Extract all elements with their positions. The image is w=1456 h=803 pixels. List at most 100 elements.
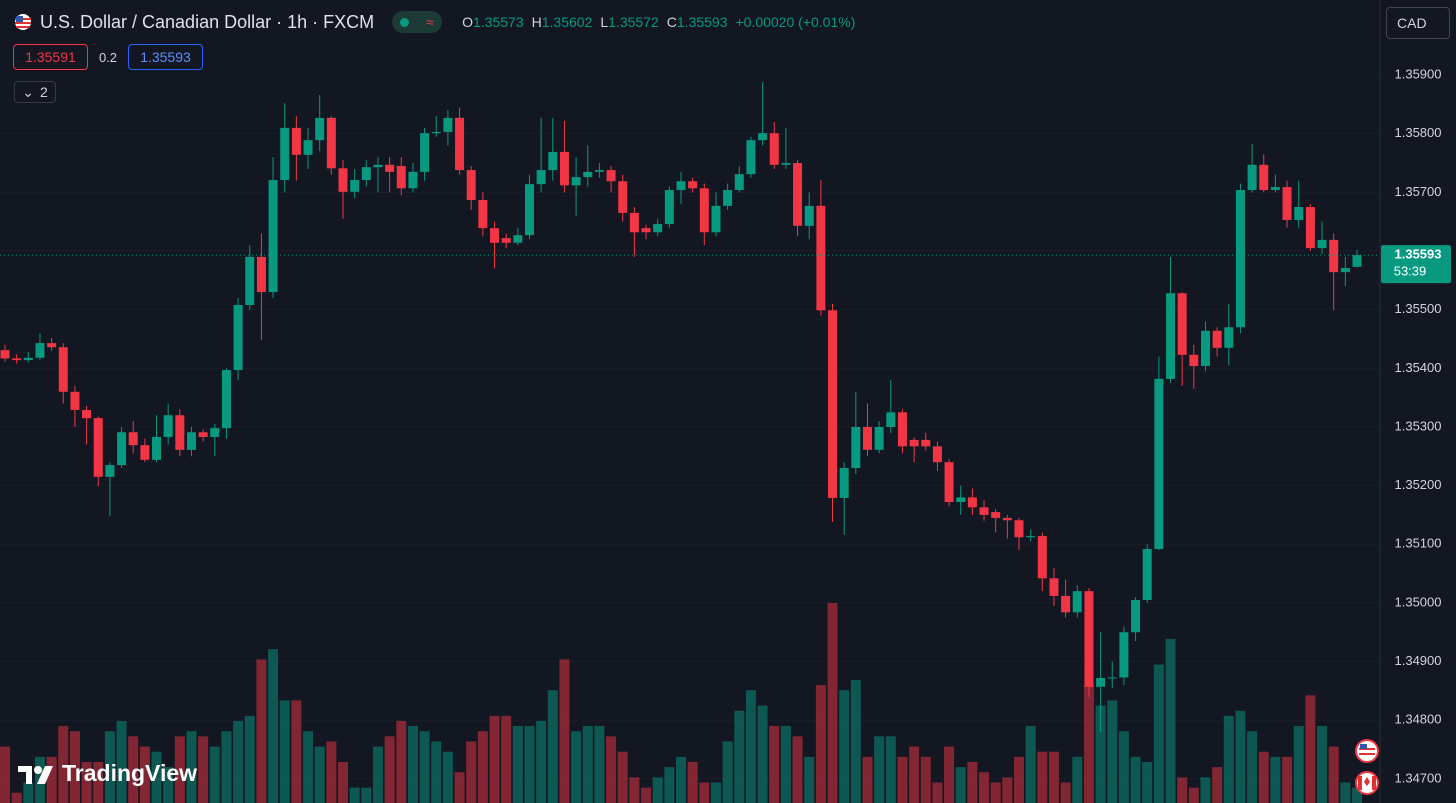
candle-body	[606, 170, 616, 182]
volume-bar	[186, 731, 197, 803]
candle-body	[1154, 378, 1164, 549]
candle-body	[1061, 595, 1071, 613]
volume-bar	[1025, 726, 1036, 803]
volume-bar	[536, 720, 547, 803]
volume-bar	[1352, 787, 1362, 803]
volume-bar	[419, 731, 430, 803]
volume-bar	[664, 767, 675, 803]
logo-icon	[18, 765, 53, 784]
candle-body	[967, 497, 977, 508]
candle-body	[711, 205, 721, 233]
volume-bar	[979, 772, 990, 803]
volume-bar	[46, 756, 57, 803]
ohlc-value: 1.35572	[608, 14, 659, 30]
candle-body	[1002, 517, 1012, 521]
volume-bar	[769, 726, 780, 803]
candle-body	[571, 177, 581, 186]
candle-body	[186, 432, 196, 450]
candle-body	[1177, 293, 1187, 355]
candle-body	[1317, 239, 1327, 249]
candle-body	[897, 412, 907, 447]
candle-body	[1107, 677, 1117, 679]
market-open-dot	[400, 17, 410, 27]
volume-bar	[1072, 756, 1083, 803]
volume-bar	[734, 710, 745, 803]
volume-bar	[1048, 751, 1059, 803]
volume-bar	[407, 726, 418, 803]
us-event-flag[interactable]	[1355, 739, 1379, 763]
candle-body	[1340, 268, 1350, 273]
symbol-title[interactable]: U.S. Dollar / Canadian Dollar · 1h · FXC…	[40, 11, 375, 32]
volume-bar	[221, 731, 232, 803]
status-pill[interactable]: ≈	[392, 11, 443, 33]
candle-body	[12, 358, 22, 361]
candle-body	[152, 436, 162, 460]
candle-body	[1072, 591, 1082, 613]
volume-bar	[256, 659, 267, 803]
y-tick-label: 1.35200	[1395, 477, 1442, 492]
volume-bar	[652, 777, 663, 803]
volume-bar	[303, 731, 314, 803]
flag-band	[1372, 776, 1376, 790]
candle-body	[128, 432, 138, 446]
volume-bar	[699, 782, 710, 803]
candle-body	[350, 180, 360, 192]
volume-bar	[291, 700, 302, 803]
candle-body	[58, 347, 68, 392]
y-tick-label: 1.35300	[1395, 418, 1442, 433]
candle-body	[618, 181, 628, 213]
candle-body	[175, 415, 185, 450]
indicators-toggle[interactable]: ⌄ 2	[14, 81, 56, 103]
candle-body	[513, 235, 523, 243]
volume-bar	[466, 741, 477, 803]
volume-bar	[524, 726, 535, 803]
ohlc-label: H	[531, 14, 542, 30]
chevron-icon: ⌄	[22, 83, 34, 100]
currency-button[interactable]: CAD	[1386, 7, 1450, 39]
candle-body	[361, 167, 371, 181]
ohlc-label: L	[600, 14, 609, 30]
volume-bar	[1212, 767, 1223, 803]
candle-body	[524, 184, 534, 236]
candle-body	[746, 140, 756, 175]
candle-body	[1329, 239, 1339, 273]
last-price-label-bg	[1381, 245, 1451, 284]
flag-stripe	[1359, 753, 1375, 755]
candle-body	[93, 418, 103, 477]
volume-bar	[198, 736, 209, 803]
ohlc-label: O	[462, 14, 473, 30]
candle-body	[1026, 536, 1036, 538]
candle-body	[1096, 678, 1106, 687]
candle-body	[1014, 520, 1024, 538]
y-tick-label: 1.34800	[1395, 712, 1442, 727]
candle-body	[117, 432, 127, 466]
volume-bar	[1188, 787, 1199, 803]
candle-body	[233, 304, 243, 371]
candle-body	[291, 127, 301, 155]
candle-body	[35, 343, 45, 358]
volume-bar	[1223, 715, 1234, 803]
volume-bar	[780, 726, 791, 803]
candle-body	[653, 224, 663, 233]
volume-bar	[233, 720, 244, 803]
sell-button[interactable]: 1.35591	[13, 44, 88, 70]
buy-button[interactable]: 1.35593	[128, 44, 203, 70]
volume-bar	[338, 761, 348, 803]
volume-bar	[815, 685, 826, 803]
volume-bar	[128, 736, 139, 803]
volume-bar	[209, 746, 220, 803]
candle-body	[455, 117, 465, 171]
candle-body	[874, 426, 884, 450]
candle-body	[1352, 255, 1362, 267]
candle-body	[921, 439, 931, 447]
volume-bar	[477, 731, 488, 803]
volume-bar	[687, 761, 698, 803]
volume-bar	[606, 736, 617, 803]
volume-bar	[489, 715, 500, 803]
candle-body	[1142, 548, 1152, 600]
candle-body	[396, 165, 406, 189]
candle-body	[280, 127, 290, 181]
volume-bar	[850, 679, 861, 803]
